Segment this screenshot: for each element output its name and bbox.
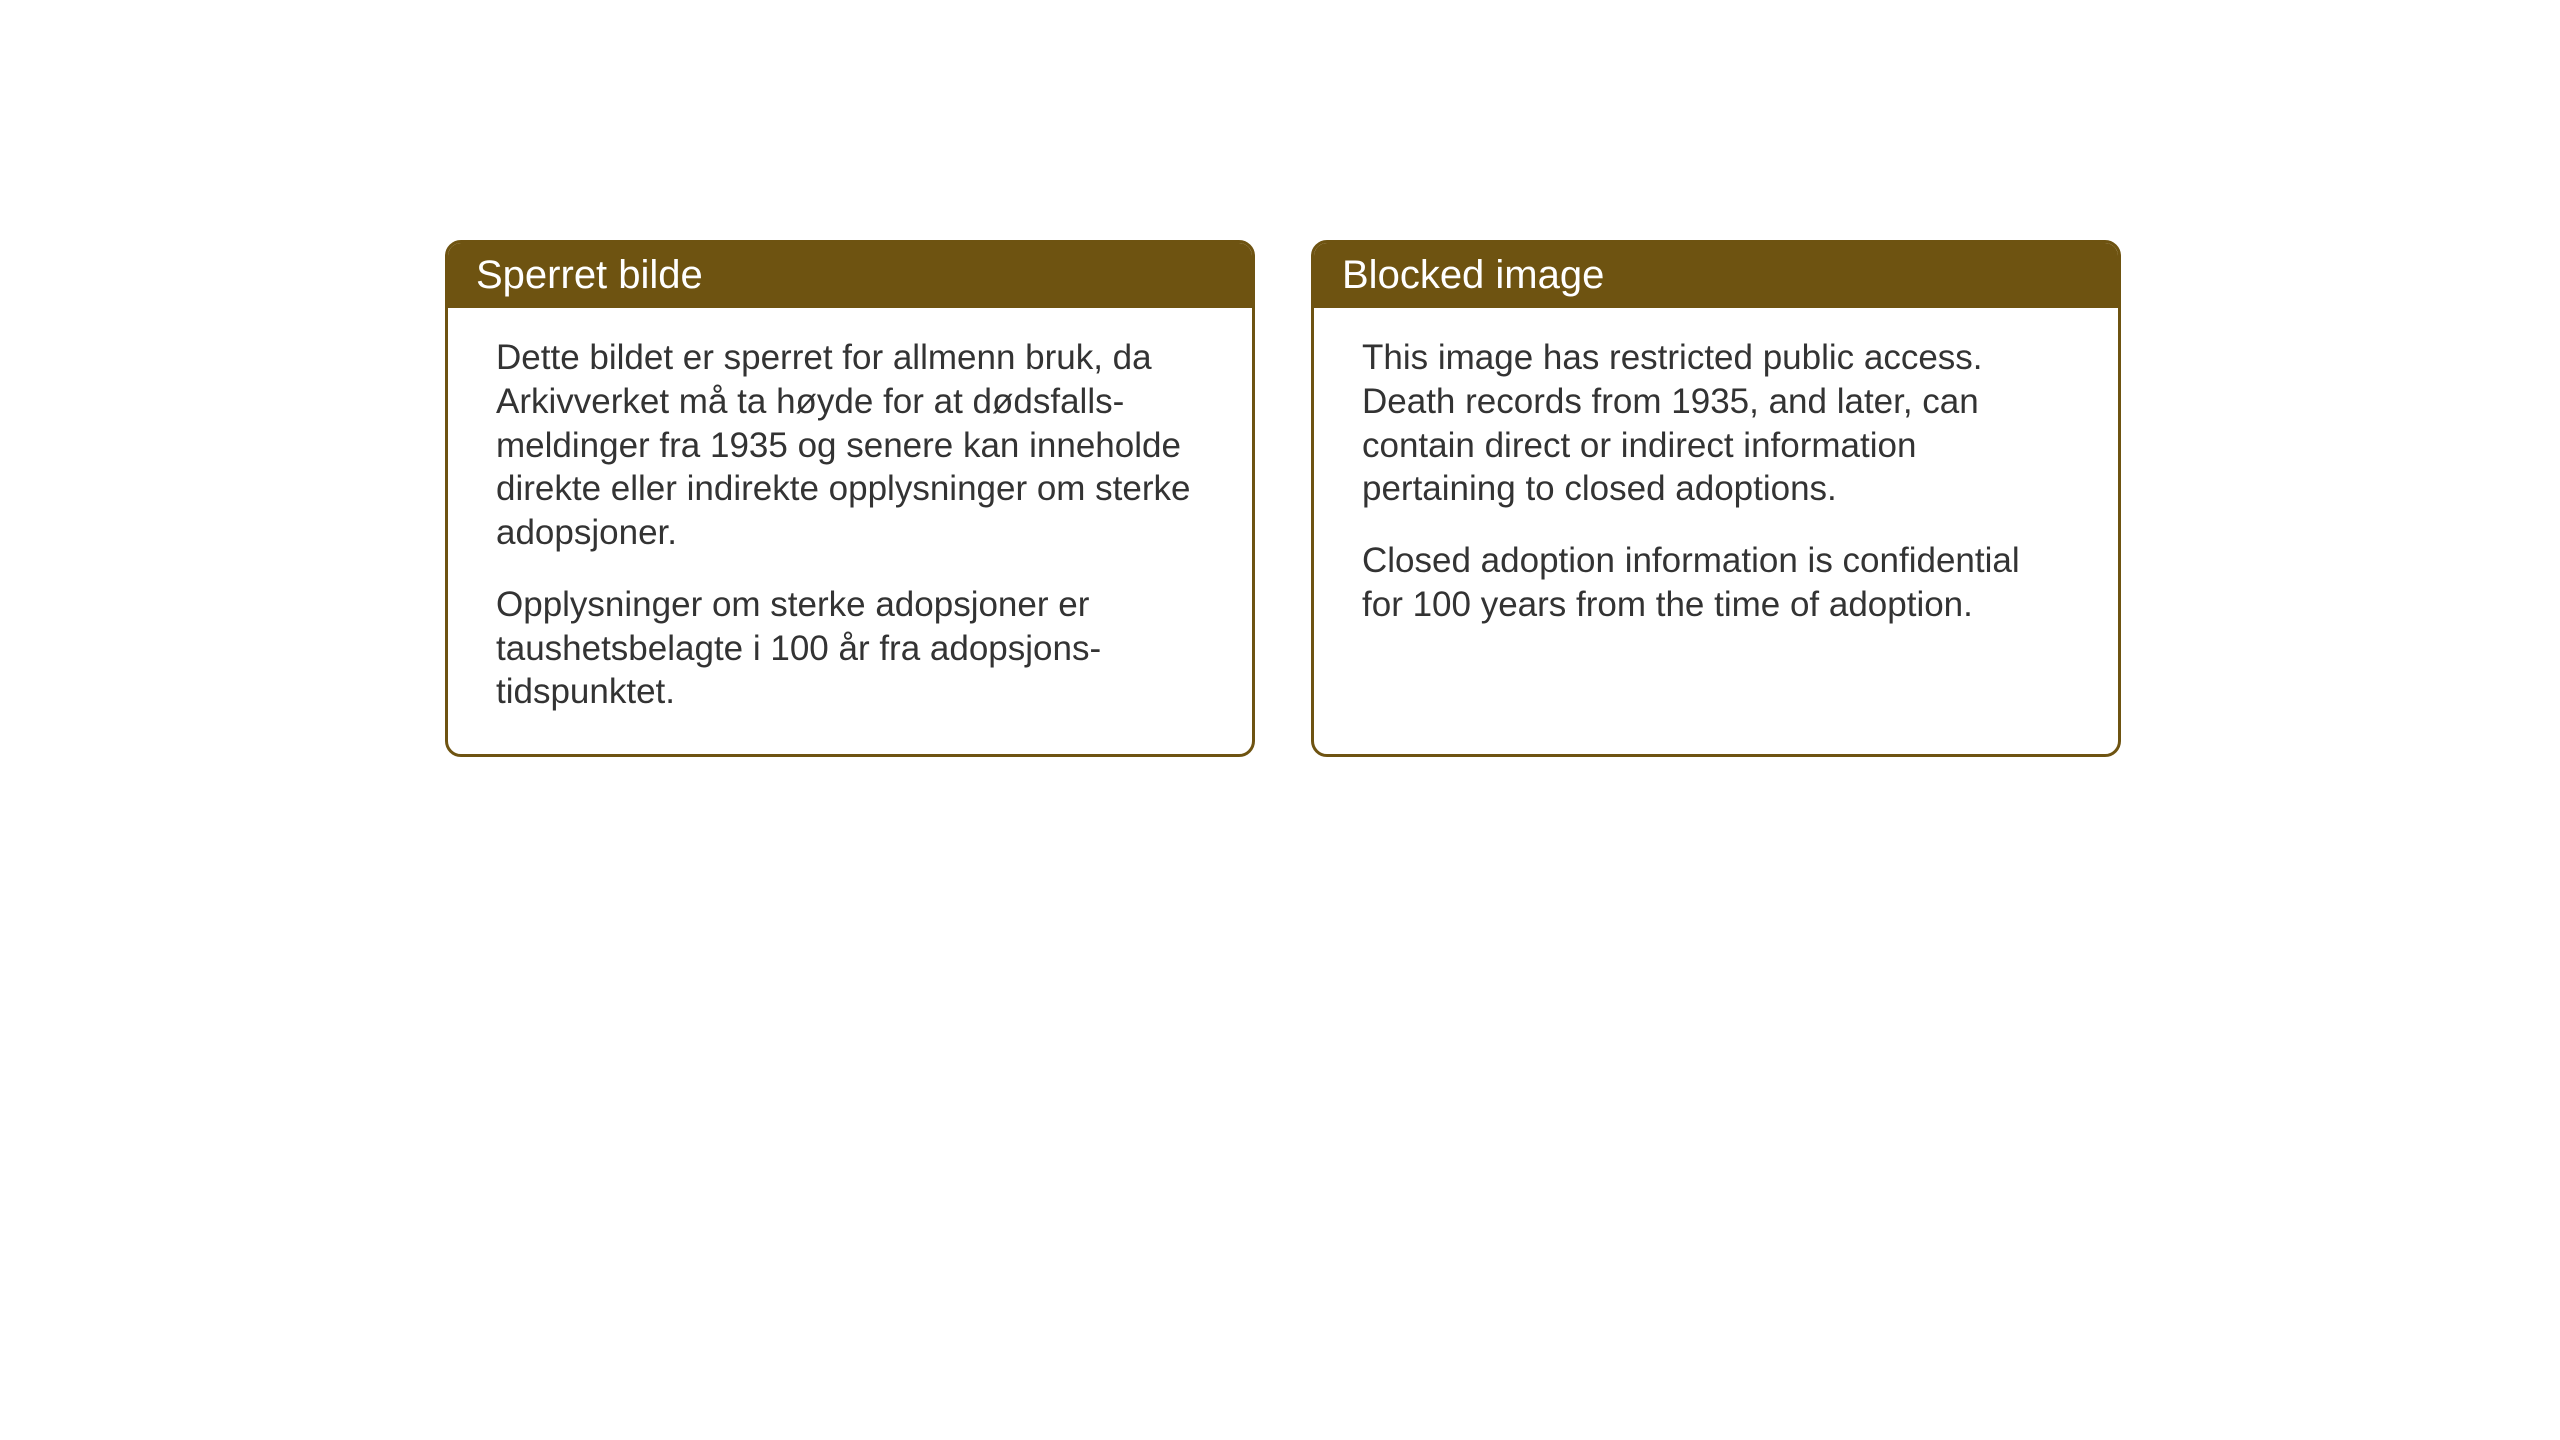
card-header-norwegian: Sperret bilde [448,243,1252,308]
card-body-norwegian: Dette bildet er sperret for allmenn bruk… [448,308,1252,754]
cards-container: Sperret bilde Dette bildet er sperret fo… [445,240,2121,757]
card-header-english: Blocked image [1314,243,2118,308]
card-body-english: This image has restricted public access.… [1314,308,2118,667]
card-paragraph2-norwegian: Opplysninger om sterke adopsjoner er tau… [496,583,1204,714]
card-paragraph2-english: Closed adoption information is confident… [1362,539,2070,627]
card-english: Blocked image This image has restricted … [1311,240,2121,757]
card-paragraph1-english: This image has restricted public access.… [1362,336,2070,511]
card-norwegian: Sperret bilde Dette bildet er sperret fo… [445,240,1255,757]
card-paragraph1-norwegian: Dette bildet er sperret for allmenn bruk… [496,336,1204,555]
